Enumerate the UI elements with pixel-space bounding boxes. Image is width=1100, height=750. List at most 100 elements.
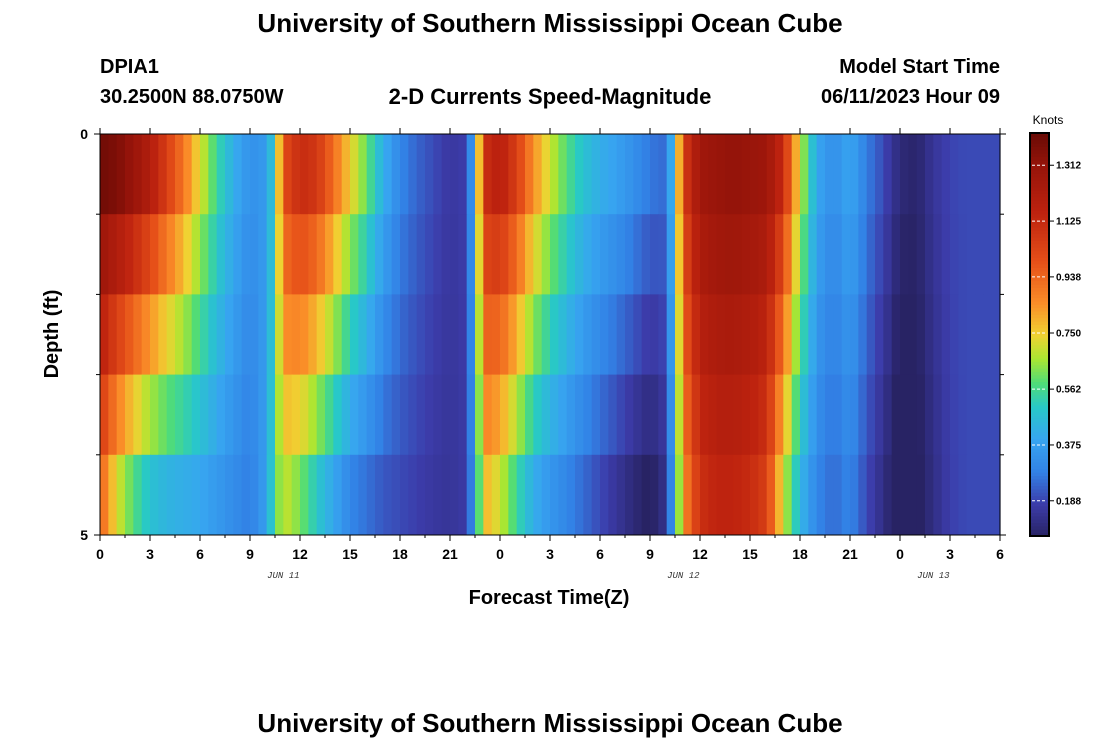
heatmap-cell <box>483 294 493 375</box>
x-tick-label: 0 <box>96 546 104 562</box>
heatmap-cell <box>616 134 626 215</box>
heatmap-cell <box>850 374 859 456</box>
heatmap-cell <box>908 374 918 456</box>
heatmap-cell <box>966 214 976 295</box>
heatmap-cell <box>475 454 484 536</box>
colorbar-segment <box>1030 448 1049 453</box>
heatmap-cell <box>791 214 801 295</box>
colorbar-segment <box>1030 314 1049 319</box>
heatmap-cell <box>725 374 734 456</box>
heatmap-cell <box>425 214 434 295</box>
heatmap-cell <box>783 134 793 215</box>
colorbar-segment <box>1030 297 1049 302</box>
heatmap-cell <box>558 374 568 456</box>
heatmap-cell <box>633 294 643 375</box>
colorbar-segment <box>1030 435 1049 440</box>
heatmap-cell <box>950 214 959 295</box>
heatmap-cell <box>816 214 826 295</box>
heatmap-cell <box>416 134 426 215</box>
heatmap-cell <box>933 214 943 295</box>
heatmap-cell <box>366 214 376 295</box>
heatmap-cell <box>691 134 701 215</box>
colorbar-segment <box>1030 169 1049 174</box>
colorbar-segment <box>1030 438 1049 443</box>
heatmap-cell <box>875 294 884 375</box>
heatmap-cell <box>125 134 134 215</box>
colorbar-segment <box>1030 136 1049 141</box>
heatmap-cell <box>750 294 759 375</box>
heatmap-cell <box>608 374 618 456</box>
heatmap-cell <box>550 454 559 536</box>
heatmap-cell <box>400 294 409 375</box>
heatmap-cell <box>583 374 593 456</box>
heatmap-cell <box>500 374 509 456</box>
heatmap-cell <box>491 294 501 375</box>
heatmap-cell <box>458 214 468 295</box>
heatmap-cell <box>658 214 668 295</box>
colorbar-segment <box>1030 274 1049 278</box>
heatmap-cell <box>250 214 259 295</box>
heatmap-cell <box>225 134 234 215</box>
heatmap-cell <box>250 294 259 375</box>
heatmap-cell <box>283 134 293 215</box>
heatmap-cell <box>358 294 368 375</box>
heatmap-cell <box>758 134 768 215</box>
colorbar-segment <box>1030 250 1049 255</box>
colorbar-segment <box>1030 290 1049 295</box>
heatmap-cell <box>375 214 384 295</box>
heatmap-cell <box>466 214 476 295</box>
heatmap-cell <box>350 134 359 215</box>
heatmap-cell <box>141 374 151 456</box>
heatmap-cell <box>300 294 309 375</box>
heatmap-cell <box>941 294 951 375</box>
heatmap-cell <box>125 454 134 536</box>
heatmap-cell <box>550 134 559 215</box>
page-title: University of Southern Mississippi Ocean… <box>257 8 843 38</box>
heatmap-cell <box>216 294 226 375</box>
colorbar-segment <box>1030 505 1049 510</box>
heatmap-cell <box>125 294 134 375</box>
y-tick-label: 0 <box>80 126 88 142</box>
heatmap-cell <box>183 134 193 215</box>
heatmap-cell <box>916 214 926 295</box>
heatmap-cell <box>266 374 276 456</box>
colorbar-segment <box>1030 220 1049 225</box>
heatmap-cell <box>625 374 634 456</box>
heatmap-cell <box>833 134 843 215</box>
colorbar-segment <box>1030 455 1049 460</box>
heatmap-cell <box>325 374 334 456</box>
heatmap-cell <box>216 374 226 456</box>
heatmap-cell <box>391 294 401 375</box>
colorbar-segment <box>1030 374 1049 379</box>
heatmap-cell <box>858 374 868 456</box>
heatmap-cell <box>575 214 584 295</box>
heatmap-cell <box>608 214 618 295</box>
colorbar-segment <box>1030 149 1049 154</box>
heatmap-cell <box>400 374 409 456</box>
heatmap-cell <box>791 374 801 456</box>
heatmap-cell <box>616 294 626 375</box>
heatmap-cell <box>416 294 426 375</box>
heatmap-cell <box>725 134 734 215</box>
heatmap-cell <box>983 454 993 536</box>
heatmap-cell <box>541 294 551 375</box>
heatmap-cell <box>650 134 659 215</box>
colorbar-segment <box>1030 394 1049 399</box>
heatmap-cell <box>516 374 526 456</box>
heatmap-cell <box>816 294 826 375</box>
heatmap-cell <box>458 374 468 456</box>
heatmap-cell <box>741 214 751 295</box>
heatmap-cell <box>583 294 593 375</box>
colorbar-segment <box>1030 210 1049 215</box>
date-label: JUN 12 <box>667 571 700 581</box>
heatmap-cell <box>308 294 318 375</box>
heatmap-cell <box>791 294 801 375</box>
heatmap-cell <box>291 214 301 295</box>
heatmap-cell <box>866 454 876 536</box>
heatmap-cell <box>716 294 726 375</box>
heatmap-cell <box>141 214 151 295</box>
heatmap-cell <box>933 454 943 536</box>
heatmap-cell <box>316 134 326 215</box>
heatmap-cell <box>641 134 651 215</box>
colorbar-segment <box>1030 368 1049 372</box>
